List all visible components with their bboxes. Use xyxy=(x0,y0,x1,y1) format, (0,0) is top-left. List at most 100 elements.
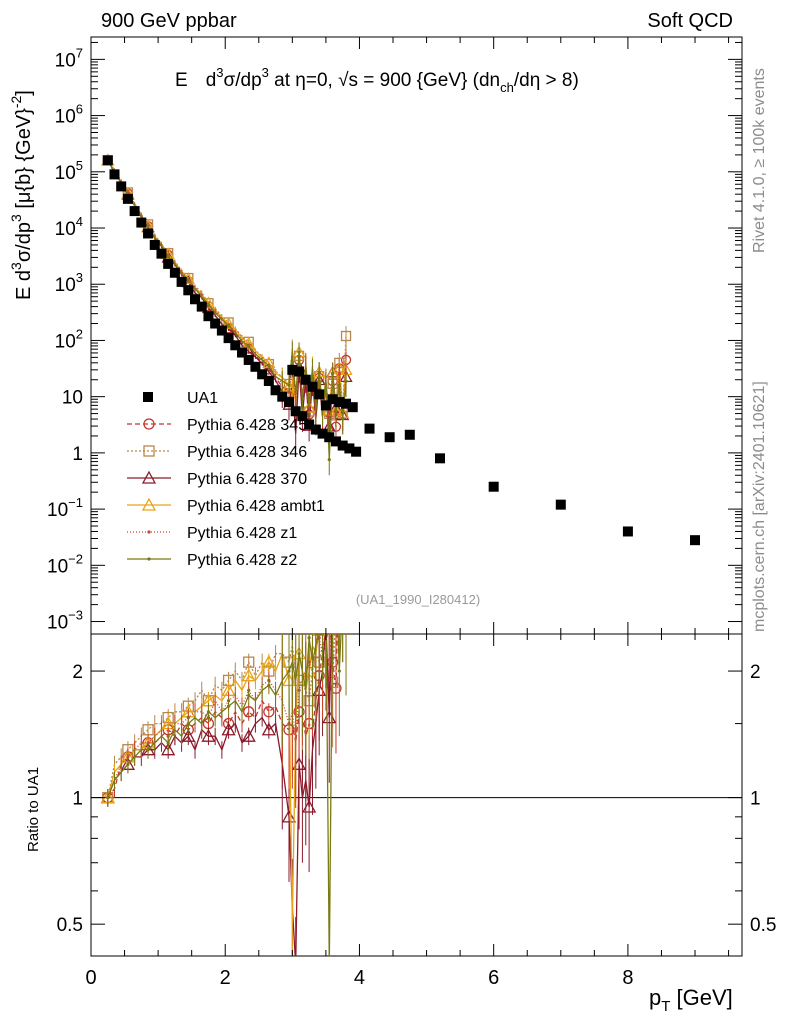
ratio-marker xyxy=(334,595,337,598)
ratio-marker xyxy=(247,693,251,698)
ratio-marker xyxy=(337,563,349,574)
ratio-marker xyxy=(338,518,348,528)
ratio-series-line xyxy=(107,634,342,956)
series-marker xyxy=(337,383,341,387)
data-point xyxy=(287,364,298,375)
ratio-marker xyxy=(327,597,339,608)
data-point xyxy=(143,228,154,239)
legend-label: Pythia 6.428 z2 xyxy=(187,552,297,569)
ratio-series-line xyxy=(107,634,326,798)
ratio-marker xyxy=(281,809,297,823)
y-tick-label: 10−1 xyxy=(47,495,83,521)
ratio-marker xyxy=(330,538,342,549)
data-point xyxy=(136,217,147,228)
data-point xyxy=(257,369,268,380)
y-tick-label: 102 xyxy=(55,326,83,352)
y-tick-label: 104 xyxy=(55,214,83,240)
series-marker xyxy=(322,419,336,432)
data-point xyxy=(283,397,294,408)
ratio-marker xyxy=(241,668,256,682)
y-tick-label: 105 xyxy=(55,158,83,184)
ratio-marker xyxy=(330,682,342,694)
rivet-label: Rivet 4.1.0, ≥ 100k events xyxy=(751,68,768,253)
ratio-marker xyxy=(241,728,256,742)
y-axis-label: E d3σ/dp3 [μ{b} {GeV}-2] xyxy=(8,90,35,300)
data-point xyxy=(243,354,254,365)
data-point xyxy=(347,402,358,413)
data-point xyxy=(622,526,633,537)
x-tick-label: 8 xyxy=(622,967,633,989)
data-point xyxy=(263,375,274,386)
data-point xyxy=(294,366,305,377)
ratio-marker xyxy=(243,706,255,718)
ratio-tick-label: 1 xyxy=(72,789,83,810)
data-point xyxy=(163,258,174,269)
ratio-marker xyxy=(338,564,348,574)
ratio-marker xyxy=(261,654,276,668)
ratio-marker xyxy=(333,538,345,549)
data-point xyxy=(334,397,345,408)
y-tick-label: 10−2 xyxy=(47,551,83,577)
ratio-marker xyxy=(340,538,352,549)
series-marker xyxy=(334,409,338,413)
y-tick-label: 107 xyxy=(55,45,83,71)
ratio-marker xyxy=(318,629,321,632)
ratio-tick-label: 0.5 xyxy=(57,915,83,936)
data-point xyxy=(690,535,701,546)
ratio-marker xyxy=(297,652,301,656)
ratio-marker xyxy=(341,465,351,475)
ratio-marker xyxy=(201,728,216,742)
data-point xyxy=(344,443,355,454)
data-point xyxy=(327,394,338,405)
ratio-tick-label: 2 xyxy=(72,662,83,683)
ratio-marker xyxy=(334,567,337,570)
ratio-marker xyxy=(324,611,334,621)
data-point xyxy=(270,385,281,396)
ratio-marker xyxy=(206,710,211,714)
legend-label-ua1: UA1 xyxy=(187,390,218,407)
legend-marker xyxy=(147,557,151,561)
data-point xyxy=(169,267,180,278)
header-left: 900 GeV ppbar xyxy=(101,10,237,32)
data-point xyxy=(190,294,201,305)
data-point xyxy=(317,428,328,439)
ratio-marker xyxy=(126,762,130,766)
series-marker xyxy=(331,371,335,375)
ratio-marker xyxy=(331,602,334,605)
data-point xyxy=(129,206,140,217)
ratio-marker xyxy=(287,669,291,673)
ratio-marker xyxy=(322,710,337,724)
data-point xyxy=(297,411,308,422)
data-point xyxy=(183,285,194,296)
data-point xyxy=(314,389,325,400)
ratio-marker xyxy=(161,742,176,756)
analysis-watermark: (UA1_1990_I280412) xyxy=(356,592,480,607)
series-marker xyxy=(247,344,251,348)
ratio-marker xyxy=(261,722,276,736)
data-point xyxy=(330,436,341,447)
series-2 xyxy=(101,153,353,450)
mcplots-label: mcplots.cern.ch [arXiv:2401.10621] xyxy=(751,381,768,632)
legend-label: Pythia 6.428 345 xyxy=(187,417,307,434)
series-marker xyxy=(166,254,170,259)
ratio-marker xyxy=(344,629,347,632)
data-point xyxy=(149,239,160,250)
y-tick-label: 106 xyxy=(55,102,83,128)
ratio-marker xyxy=(334,499,344,509)
data-point xyxy=(116,181,127,192)
data-point xyxy=(156,248,167,259)
series-marker xyxy=(340,330,352,342)
series-marker xyxy=(344,379,348,383)
legend-label: Pythia 6.428 346 xyxy=(187,444,307,461)
legend-marker-ua1 xyxy=(143,392,153,402)
y-tick-label: 103 xyxy=(55,270,83,296)
legend-label: Pythia 6.428 z1 xyxy=(187,525,297,542)
data-point xyxy=(341,398,352,409)
ratio-marker xyxy=(331,598,341,608)
ratio-marker xyxy=(181,728,196,742)
ratio-marker xyxy=(330,563,342,574)
x-tick-label: 2 xyxy=(220,967,231,989)
ratio-series-2 xyxy=(100,538,349,956)
ratio-marker xyxy=(146,748,150,752)
